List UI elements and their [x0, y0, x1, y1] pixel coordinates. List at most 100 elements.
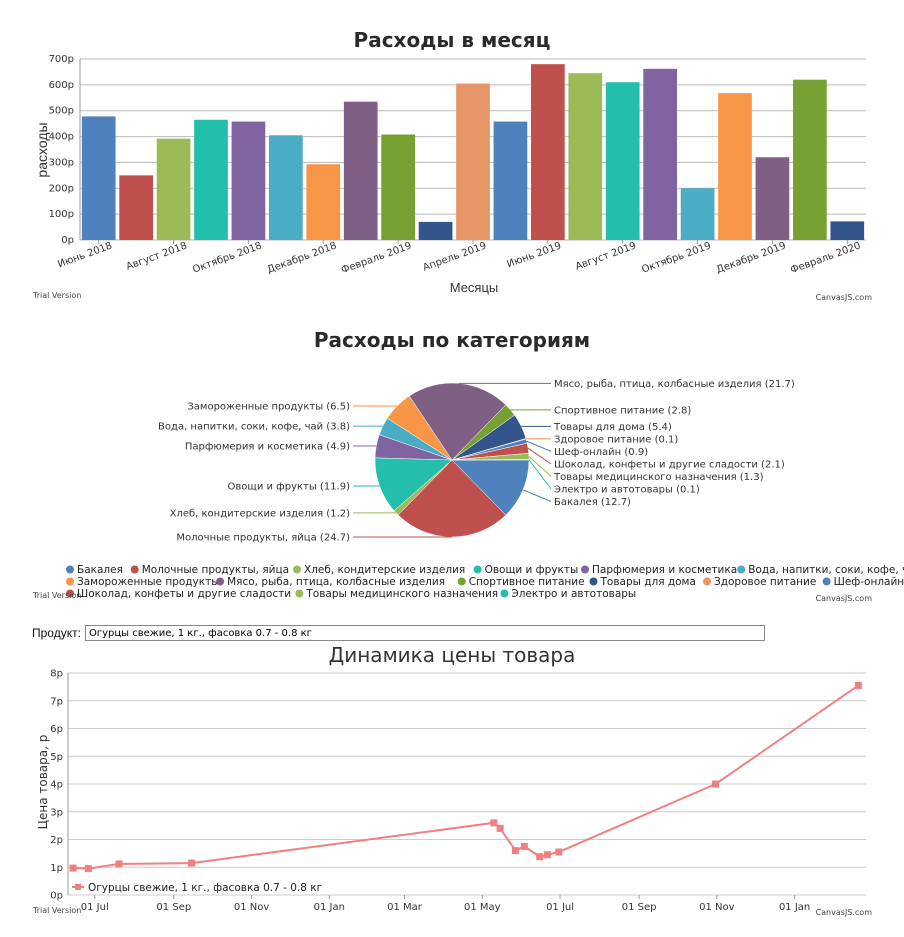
pie-slice-label: Вода, напитки, соки, кофе, чай (3.8): [158, 422, 350, 433]
bar[interactable]: [718, 93, 752, 240]
bar[interactable]: [231, 121, 266, 240]
data-point[interactable]: [543, 851, 551, 859]
legend-item[interactable]: Парфюмерия и косметика: [592, 564, 737, 576]
legend-item[interactable]: Мясо, рыба, птица, колбасные изделия: [227, 576, 445, 588]
x-tick-label: 01 Sep: [622, 902, 657, 913]
pie-slice[interactable]: [397, 459, 507, 538]
bar[interactable]: [119, 175, 153, 240]
legend-item[interactable]: Молочные продукты, яйца: [142, 564, 289, 576]
monthly-ylabel: расходы: [34, 122, 50, 177]
bar[interactable]: [568, 73, 603, 240]
x-tick-label: Февраль 2020: [789, 240, 862, 276]
monthly-expenses-chart: Расходы в месяц расходы Месяцы Trial Ver…: [32, 28, 872, 302]
pie-slice-label: Товары медицинского назначения (1.3): [553, 472, 764, 483]
legend-item[interactable]: Здоровое питание: [714, 576, 816, 588]
y-tick-label: 4р: [50, 780, 63, 791]
pie-slice-label: Электро и автотовары (0.1): [554, 484, 700, 495]
x-tick-label: 01 Nov: [234, 902, 270, 913]
x-tick-label: Август 2019: [574, 240, 638, 272]
bar[interactable]: [755, 157, 790, 240]
legend-marker: [216, 577, 225, 586]
pie-label-connector: [527, 447, 552, 465]
x-tick-label: Июнь 2019: [506, 240, 563, 270]
bar[interactable]: [156, 138, 191, 240]
data-point[interactable]: [490, 819, 498, 827]
y-tick-label: 200р: [49, 183, 74, 194]
legend-marker: [500, 589, 509, 598]
legend-item[interactable]: Шеф-онлайн: [834, 576, 904, 588]
data-point[interactable]: [555, 848, 563, 856]
bar[interactable]: [306, 164, 341, 240]
legend-item[interactable]: Замороженные продукты: [77, 576, 220, 588]
bar[interactable]: [269, 135, 303, 240]
pie-slice-label: Овощи и фрукты (11.9): [228, 482, 351, 493]
bar[interactable]: [793, 79, 827, 240]
data-point[interactable]: [712, 780, 720, 788]
pie-slice-label: Товары для дома (5.4): [553, 422, 672, 433]
legend-marker: [295, 589, 304, 598]
x-tick-label: 01 Jan: [314, 902, 345, 913]
bar[interactable]: [194, 119, 228, 240]
legend-marker: [457, 577, 466, 586]
x-tick-label: 01 Jan: [779, 902, 810, 913]
legend-item[interactable]: Товары для дома: [600, 576, 696, 588]
product-input[interactable]: [84, 625, 765, 641]
data-point[interactable]: [115, 860, 123, 868]
data-point[interactable]: [69, 864, 77, 872]
legend-marker: [822, 577, 831, 586]
pie-slice[interactable]: [408, 382, 507, 461]
pie-label-connector: [526, 440, 552, 452]
product-label: Продукт:: [32, 626, 81, 640]
price-line: [73, 684, 859, 870]
x-tick-label: Февраль 2019: [340, 240, 413, 276]
data-point[interactable]: [854, 681, 862, 689]
bar[interactable]: [493, 121, 528, 240]
y-tick-label: 300р: [49, 157, 74, 168]
data-point[interactable]: [496, 824, 504, 832]
legend-item[interactable]: Хлеб, кондитерские изделия: [304, 564, 465, 576]
x-tick-label: 01 Jul: [81, 902, 109, 913]
y-tick-label: 400р: [49, 132, 74, 143]
y-tick-label: 0р: [61, 235, 74, 246]
bar[interactable]: [418, 221, 453, 240]
bar[interactable]: [830, 221, 865, 240]
legend-item[interactable]: Бакалея: [77, 564, 123, 576]
bar[interactable]: [343, 101, 378, 241]
legend-marker: [66, 577, 74, 586]
legend-marker: [703, 577, 711, 586]
bar[interactable]: [531, 64, 565, 241]
monthly-chart-title: Расходы в месяц: [354, 28, 551, 52]
category-expenses-chart: Расходы по категориям Мясо, рыба, птица,…: [32, 328, 904, 603]
data-point[interactable]: [520, 842, 528, 850]
y-tick-label: 5р: [50, 752, 63, 763]
legend-item[interactable]: Спортивное питание: [469, 576, 585, 588]
bar[interactable]: [643, 68, 677, 240]
legend-item[interactable]: Вода, напитки, соки, кофе, чай: [748, 564, 904, 576]
bar[interactable]: [605, 82, 640, 241]
legend-item[interactable]: Электро и автотовары: [511, 588, 636, 600]
legend-marker: [589, 577, 598, 586]
data-point[interactable]: [536, 853, 544, 861]
data-point[interactable]: [84, 865, 92, 873]
pie-slice-label: Хлеб, кондитерские изделия (1.2): [170, 508, 350, 519]
x-tick-label: Август 2018: [125, 240, 189, 272]
legend-item[interactable]: Товары медицинского назначения: [305, 588, 498, 600]
pie-slice[interactable]: [451, 459, 530, 516]
data-point[interactable]: [188, 859, 196, 867]
bar[interactable]: [456, 83, 490, 240]
bar[interactable]: [81, 116, 116, 240]
category-credit: CanvasJS.com: [816, 594, 873, 603]
y-tick-label: 6р: [50, 724, 63, 735]
bar[interactable]: [680, 188, 715, 240]
price-dynamics-chart: Динамика цены товара Цена товара, р 0р 1р…: [32, 643, 872, 917]
legend-item[interactable]: Огурцы свежие, 1 кг., фасовка 0.7 - 0.8 …: [88, 882, 322, 894]
data-point[interactable]: [511, 847, 519, 855]
bar[interactable]: [381, 134, 415, 240]
category-chart-title: Расходы по категориям: [314, 328, 590, 352]
pie-slice-label: Мясо, рыба, птица, колбасные изделия (21…: [554, 379, 795, 390]
legend-item[interactable]: Овощи и фрукты: [485, 564, 579, 576]
pie-slice-label: Здоровое питание (0.1): [554, 434, 678, 445]
legend-marker: [737, 565, 746, 574]
pie-slice-label: Молочные продукты, яйца (24.7): [176, 532, 350, 543]
legend-item[interactable]: Шоколад, конфеты и другие сладости: [77, 588, 291, 600]
